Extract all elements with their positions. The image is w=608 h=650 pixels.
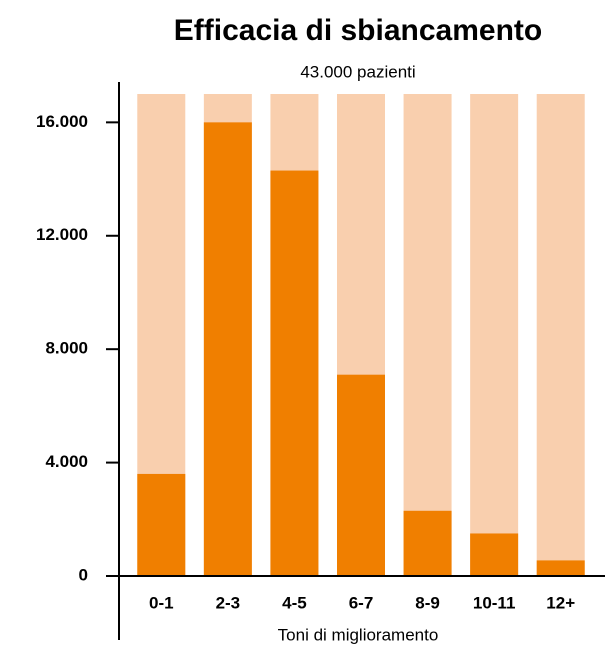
x-tick-label: 0-1 (149, 593, 174, 612)
bar (403, 510, 452, 576)
bar (470, 533, 519, 576)
bar-background (403, 94, 452, 576)
y-tick-label: 4.000 (45, 452, 88, 471)
x-tick-label: 6-7 (349, 593, 374, 612)
y-tick-label: 12.000 (36, 225, 88, 244)
bar-background (536, 94, 585, 576)
bar-background (470, 94, 519, 576)
x-axis-label: Toni di miglioramento (278, 625, 439, 644)
x-tick-label: 12+ (546, 593, 575, 612)
chart-subtitle: 43.000 pazienti (300, 62, 415, 81)
y-tick-label: 8.000 (45, 339, 88, 358)
x-tick-label: 4-5 (282, 593, 307, 612)
x-tick-label: 2-3 (216, 593, 241, 612)
y-tick-label: 0 (79, 565, 88, 584)
bar (270, 170, 319, 576)
bar (337, 374, 385, 576)
bar (203, 122, 252, 577)
bar (536, 560, 585, 576)
y-tick-label: 16.000 (36, 112, 88, 131)
bar (137, 473, 186, 576)
x-tick-label: 8-9 (415, 593, 440, 612)
x-tick-label: 10-11 (473, 593, 516, 612)
chart-title: Efficacia di sbiancamento (174, 14, 542, 47)
